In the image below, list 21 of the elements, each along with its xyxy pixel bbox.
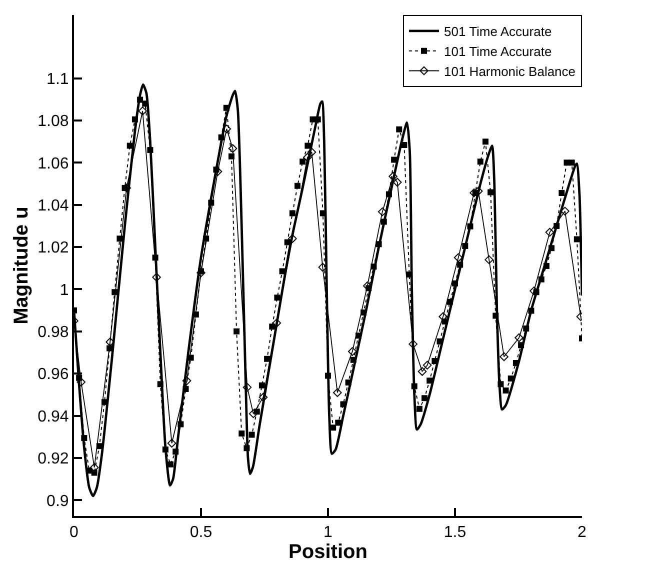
x-tick-label: 1.5 (444, 524, 466, 542)
legend-label: 501 Time Accurate (444, 24, 552, 40)
y-tick-label: 0.94 (38, 408, 69, 426)
y-tick-label: 1.08 (38, 113, 69, 130)
y-tick-label: 1.04 (38, 197, 69, 214)
y-tick-label: 1 (60, 282, 69, 299)
y-tick-label: 1.06 (38, 155, 69, 172)
x-tick-label: 0 (70, 524, 79, 542)
y-tick-label: 0.96 (38, 366, 69, 384)
y-tick-label: 1.1 (46, 70, 69, 88)
legend-label: 101 Time Accurate (444, 44, 552, 59)
y-tick-label: 0.9 (46, 492, 69, 510)
y-tick-label: 1.02 (38, 240, 69, 257)
x-tick-label: 1 (324, 524, 333, 542)
y-axis-title: Magnitude u (10, 206, 33, 324)
x-tick-label: 2 (578, 524, 587, 542)
y-tick-label: 0.92 (38, 450, 69, 468)
x-axis-title: Position (288, 541, 368, 564)
legend-label: 101 Harmonic Balance (444, 64, 576, 79)
y-tick-label: 0.98 (38, 324, 69, 342)
x-tick-label: 0.5 (190, 524, 212, 542)
